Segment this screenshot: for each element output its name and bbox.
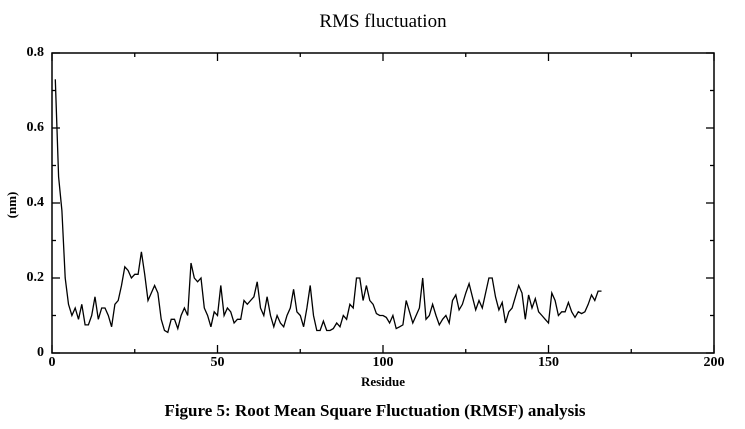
x-tick-label: 200: [704, 355, 725, 370]
x-tick-label: 50: [211, 355, 225, 370]
x-tick-label: 100: [373, 355, 394, 370]
x-axis-label: Residue: [361, 374, 405, 389]
x-tick-label: 150: [538, 355, 559, 370]
y-tick-label: 0.4: [27, 195, 45, 210]
figure-caption: Figure 5: Root Mean Square Fluctuation (…: [164, 401, 585, 420]
rmsf-series-line: [54, 79, 602, 334]
y-axis-label: (nm): [4, 192, 19, 219]
y-tick-label: 0.6: [27, 120, 45, 135]
chart-title: RMS fluctuation: [319, 11, 447, 32]
y-tick-label: 0: [37, 345, 44, 360]
plot-frame: [51, 52, 715, 354]
y-tick-label: 0.8: [27, 45, 45, 60]
y-tick-label: 0.2: [27, 270, 45, 285]
x-tick-label: 0: [49, 355, 56, 370]
